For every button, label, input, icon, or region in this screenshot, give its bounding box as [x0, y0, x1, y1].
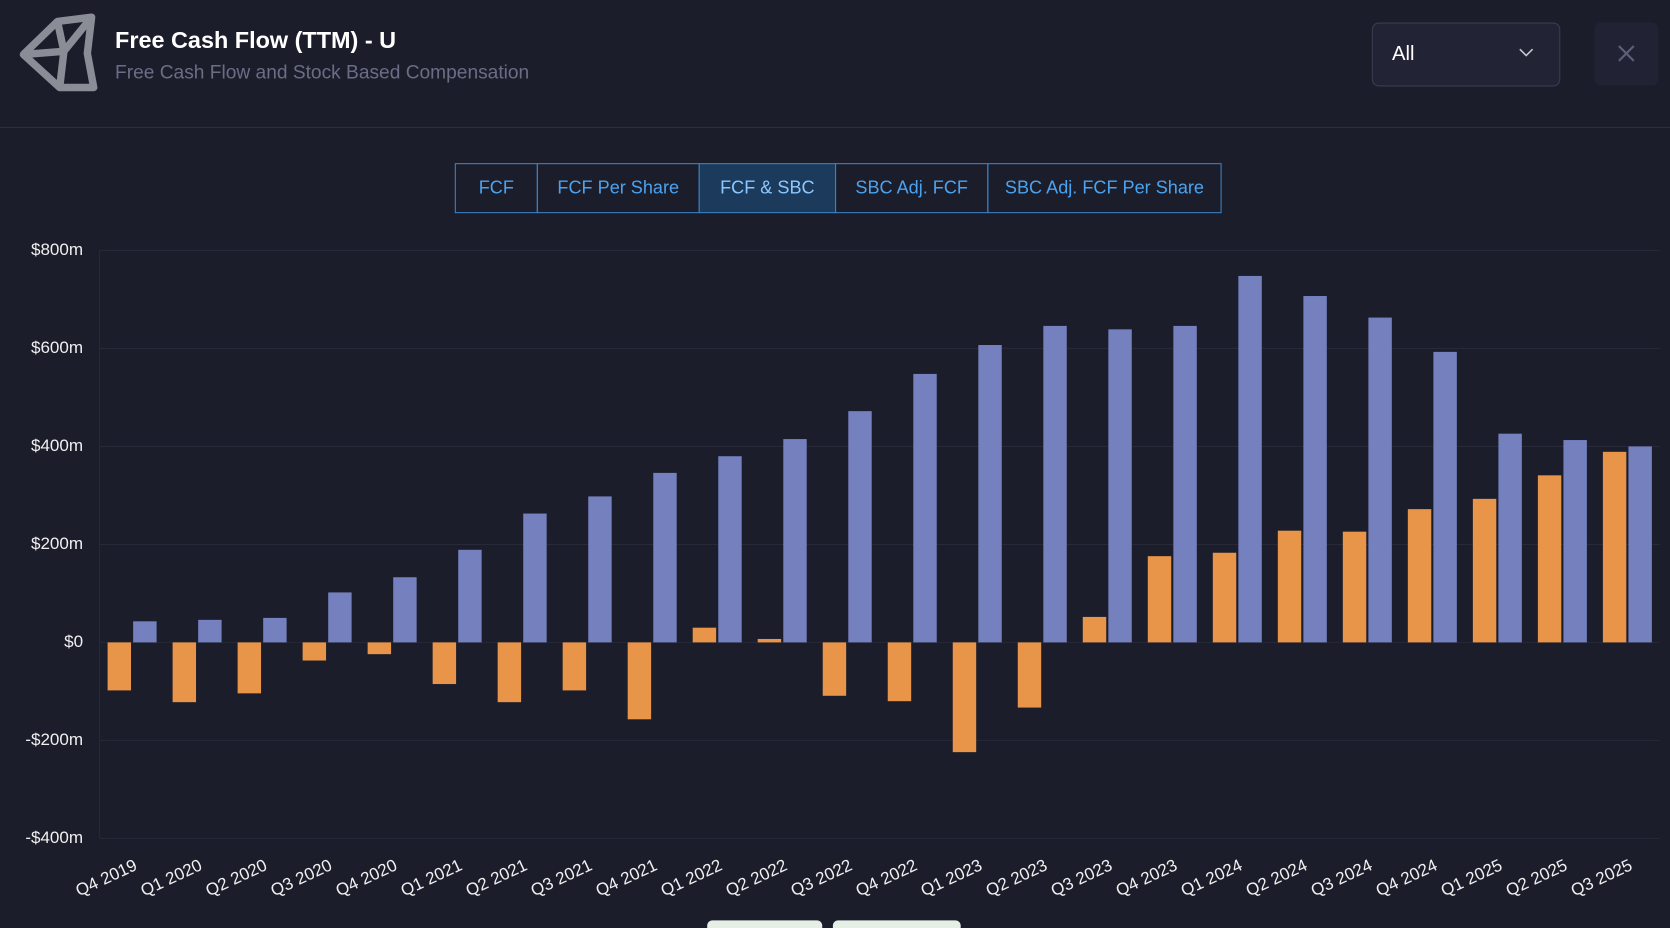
bar — [757, 638, 782, 643]
bar — [1238, 275, 1262, 643]
bar — [718, 456, 742, 643]
y-tick-label: $800m — [31, 240, 83, 259]
bar — [133, 621, 157, 643]
bar — [302, 642, 327, 661]
bar — [1433, 351, 1457, 643]
bar — [107, 642, 132, 691]
bar — [1563, 440, 1587, 643]
bar — [523, 513, 547, 643]
bar — [848, 411, 872, 643]
y-tick-label: $200m — [31, 534, 83, 553]
tab-label: SBC Adj. FCF Per Share — [1005, 177, 1204, 197]
bar — [562, 642, 587, 691]
bar — [978, 345, 1002, 643]
tab-label: FCF Per Share — [557, 177, 679, 197]
bar — [458, 549, 482, 643]
bar — [172, 642, 197, 703]
bar — [822, 642, 847, 696]
bar — [237, 642, 262, 694]
y-tick-label: $0 — [64, 632, 83, 651]
y-tick-label: $600m — [31, 338, 83, 357]
bar — [432, 642, 457, 685]
bar — [588, 496, 612, 643]
title: Free Cash Flow (TTM) - U — [115, 27, 396, 53]
bar — [1628, 446, 1652, 643]
bar — [263, 617, 287, 643]
tab-label: FCF & SBC — [720, 177, 815, 197]
bar — [952, 642, 977, 753]
bar — [1537, 475, 1562, 643]
y-tick-label: -$200m — [25, 730, 83, 749]
bar — [1472, 498, 1497, 643]
bar — [328, 592, 352, 643]
bar — [1017, 642, 1042, 708]
subtitle: Free Cash Flow and Stock Based Compensat… — [115, 63, 529, 84]
tab[interactable] — [987, 163, 1222, 214]
bar — [1277, 530, 1302, 643]
bar — [653, 472, 677, 643]
bar — [367, 642, 392, 655]
bar — [887, 642, 912, 702]
bar — [1303, 296, 1327, 643]
tab[interactable] — [698, 163, 837, 214]
bar — [1342, 531, 1367, 643]
dropdown[interactable] — [1371, 22, 1561, 87]
bar — [627, 642, 652, 720]
bar — [913, 373, 937, 643]
bar — [692, 627, 717, 643]
bar — [198, 619, 222, 643]
bar — [1082, 616, 1107, 643]
bar — [497, 642, 522, 703]
bar — [1212, 552, 1237, 643]
dropdown-value: All — [1392, 43, 1414, 65]
dropdown-chevron — [1519, 48, 1534, 57]
logo — [19, 13, 98, 92]
close-icon — [1618, 45, 1635, 62]
legend-button[interactable] — [707, 920, 823, 928]
tab-label: SBC Adj. FCF — [855, 177, 968, 197]
bar — [393, 577, 417, 643]
bar — [1602, 451, 1627, 643]
bar — [1368, 317, 1392, 643]
bar — [1498, 433, 1522, 643]
bar — [1108, 329, 1132, 643]
bar — [1407, 509, 1432, 643]
bar — [1173, 325, 1197, 643]
y-tick-label: -$400m — [25, 828, 83, 847]
legend-button[interactable] — [832, 920, 961, 928]
tab-label: FCF — [479, 177, 514, 197]
tab-bar: FCF FCF Per Share FCF & SBC SBC Adj. FCF SBC… — [454, 163, 1222, 214]
y-tick-label: $400m — [31, 436, 83, 455]
bar — [1043, 325, 1067, 643]
bar — [1147, 556, 1172, 643]
bar — [783, 439, 807, 643]
